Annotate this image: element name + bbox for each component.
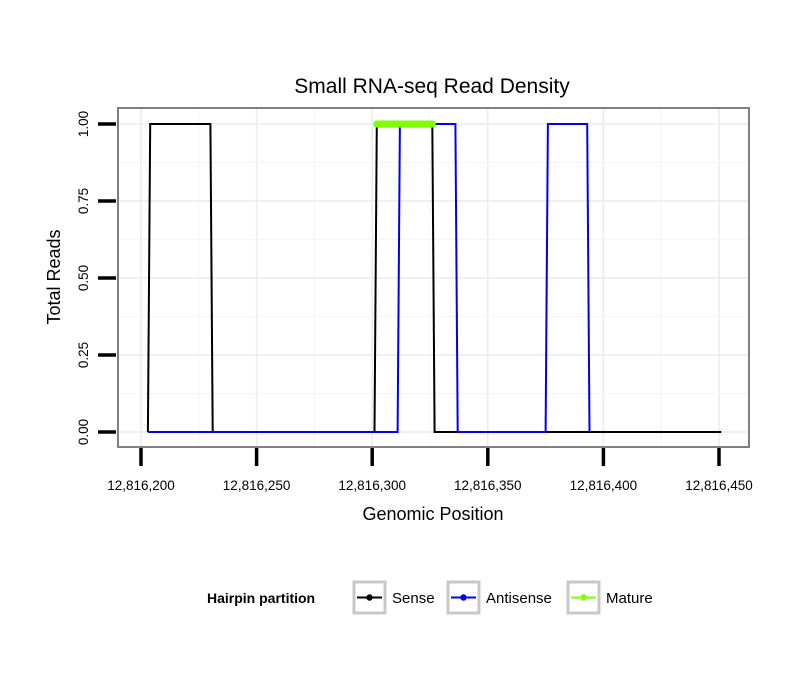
y-tick-label: 1.00 (76, 111, 91, 137)
x-tick-label: 12,816,200 (107, 478, 175, 493)
y-tick-label: 0.25 (76, 342, 91, 368)
legend-label: Mature (606, 590, 653, 607)
x-tick-label: 12,816,300 (338, 478, 406, 493)
y-axis-title: Total Reads (44, 229, 64, 324)
legend-label: Sense (392, 590, 435, 607)
legend-title: Hairpin partition (207, 590, 315, 606)
legend-label: Antisense (486, 590, 552, 607)
series-layer (146, 120, 722, 433)
y-tick-label: 0.75 (76, 188, 91, 214)
y-axis: 0.00 0.25 0.50 0.75 1.00 (76, 111, 116, 445)
legend-entry-mature: Mature (566, 580, 653, 615)
legend: Hairpin partition Sense Antisense Mature (207, 580, 653, 615)
legend-key-point (580, 594, 587, 601)
x-axis: 12,816,200 12,816,250 12,816,300 12,816,350… (107, 448, 753, 493)
legend-key-point (366, 594, 373, 601)
chart-title: Small RNA-seq Read Density (294, 75, 570, 98)
legend-entry-antisense: Antisense (446, 580, 552, 615)
legend-key-point (460, 594, 467, 601)
x-tick-label: 12,816,450 (685, 478, 753, 493)
y-tick-label: 0.00 (76, 419, 91, 445)
x-axis-title: Genomic Position (362, 504, 503, 524)
x-tick-label: 12,816,250 (223, 478, 291, 493)
legend-entry-sense: Sense (352, 580, 435, 615)
series-line-antisense (147, 123, 591, 433)
x-tick-label: 12,816,350 (454, 478, 522, 493)
x-tick-label: 12,816,400 (570, 478, 638, 493)
y-tick-label: 0.50 (76, 265, 91, 291)
